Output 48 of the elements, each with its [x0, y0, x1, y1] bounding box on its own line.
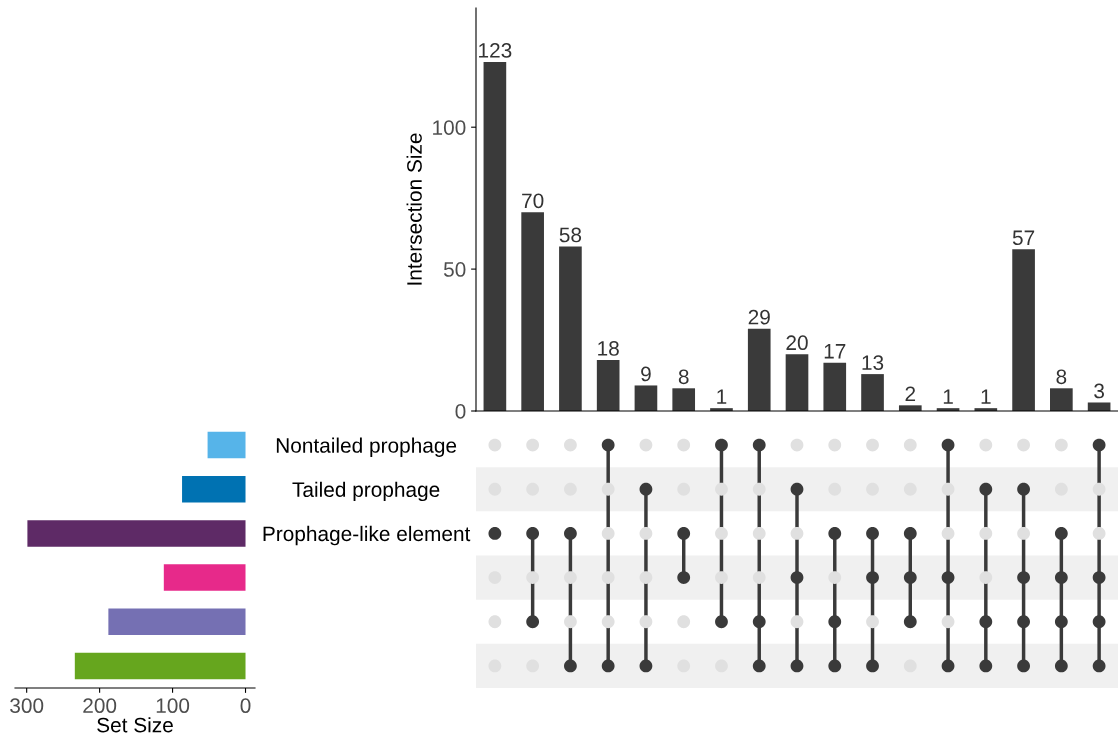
y-tick-label: Nontailed prophage: [276, 437, 457, 457]
bar: [1050, 388, 1073, 411]
bar: [1012, 249, 1035, 411]
bar: [27, 520, 246, 547]
data-label: 13: [862, 355, 884, 370]
bar: [747, 328, 771, 411]
data-label: 2: [905, 386, 916, 401]
data-label: 3: [1094, 383, 1104, 399]
bar: [163, 564, 246, 591]
bar: [823, 362, 847, 411]
bar: [596, 359, 620, 411]
y-tick-label: Prophage-like element: [263, 525, 471, 546]
data-label: 17: [824, 344, 846, 359]
bar: [182, 476, 246, 503]
bar: [207, 431, 246, 459]
y-tick-label: 0: [455, 404, 466, 419]
data-label: 20: [786, 335, 808, 351]
bar: [74, 652, 246, 680]
data-label: 123: [479, 43, 512, 58]
bar: [1087, 402, 1111, 411]
bar: [861, 374, 884, 411]
bar: [559, 246, 582, 411]
bar: [108, 608, 246, 635]
x-tick-label: 300: [10, 698, 44, 714]
data-label: 18: [598, 341, 619, 356]
data-label: 57: [1012, 230, 1035, 246]
y-tick-label: 100: [433, 120, 466, 135]
x-axis-title: Set Size: [97, 717, 173, 733]
x-tick-label: 100: [156, 698, 190, 714]
data-label: 1: [981, 389, 991, 404]
bar: [483, 61, 507, 411]
data-label: 1: [717, 389, 727, 404]
data-label: 58: [559, 227, 582, 243]
bar: [634, 385, 658, 411]
data-label: 70: [522, 193, 544, 209]
x-tick-label: 200: [83, 698, 117, 714]
y-tick-label: 50: [443, 262, 466, 277]
data-label: 8: [678, 369, 689, 385]
bar: [521, 212, 544, 411]
y-axis-title: Intersection Size: [406, 133, 422, 285]
y-tick-label: Tailed prophage: [292, 481, 440, 502]
data-label: 29: [748, 309, 770, 325]
bar: [785, 354, 809, 411]
data-label: 9: [641, 366, 651, 382]
data-label: 1: [943, 389, 953, 404]
x-tick-label: 0: [240, 698, 251, 714]
bar: [672, 388, 696, 411]
data-label: 8: [1056, 369, 1067, 385]
